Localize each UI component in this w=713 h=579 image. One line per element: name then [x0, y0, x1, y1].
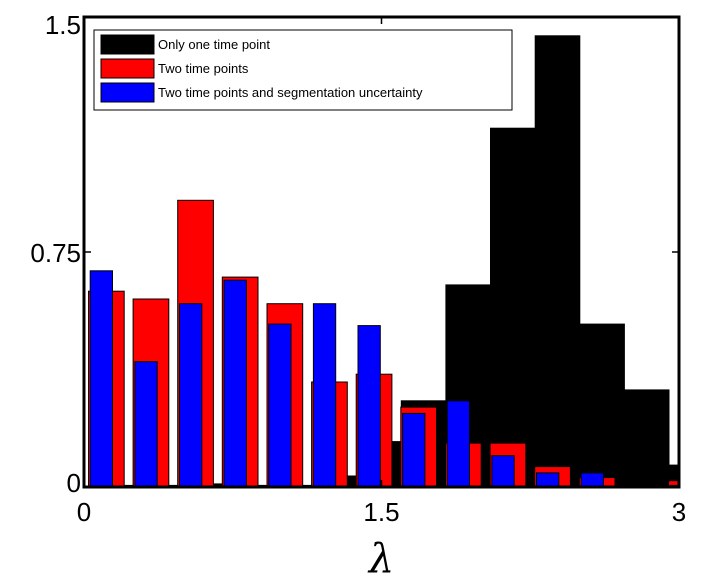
x-tick-label: 0 [77, 497, 91, 527]
bar-series1-bin13 [623, 389, 670, 487]
legend-label: Two time points [158, 61, 249, 76]
bar-series3-bin4 [223, 279, 247, 487]
legend-label: Only one time point [158, 37, 270, 52]
x-axis-label: λ [367, 536, 394, 579]
bar-series3-bin1 [89, 270, 113, 487]
legend-box [93, 29, 513, 111]
legend-swatch [100, 82, 155, 103]
bar-series3-bin11 [536, 472, 560, 487]
tick-labels: 0 1.5 3 0 0.75 1.5 [30, 10, 686, 527]
bar-series3-bin2 [134, 361, 158, 487]
bar-series3-bin7 [357, 325, 381, 487]
bar-series3-bin5 [268, 323, 292, 487]
tick-marks [83, 16, 680, 488]
bar-series1-bin10 [490, 127, 536, 487]
bar-series2-bin14 [668, 480, 679, 487]
bar-series3-bin9 [446, 400, 471, 487]
legend-swatch [100, 34, 155, 55]
bar-series3-bin6 [312, 303, 337, 487]
y-tick-label: 0.75 [30, 238, 81, 268]
y-tick-label: 1.5 [45, 10, 81, 40]
x-tick-label: 1.5 [363, 497, 399, 527]
y-tick-label: 0 [67, 468, 81, 498]
legend-swatch [100, 58, 155, 79]
bar-series3-bin10 [491, 455, 515, 487]
bar-series1-bin14 [668, 464, 679, 487]
x-tick-label: 3 [672, 497, 686, 527]
bar-series3-bin3 [179, 303, 203, 487]
bars-layer [88, 35, 679, 487]
legend-label: Two time points and segmentation uncerta… [158, 85, 423, 100]
bar-series1-bin12 [579, 323, 625, 487]
bar-series3-bin8 [402, 412, 426, 487]
bar-series3-bin12 [580, 472, 604, 487]
legend: Only one time point Two time points Two ti… [93, 29, 513, 111]
bar-series1-bin11 [534, 35, 581, 487]
